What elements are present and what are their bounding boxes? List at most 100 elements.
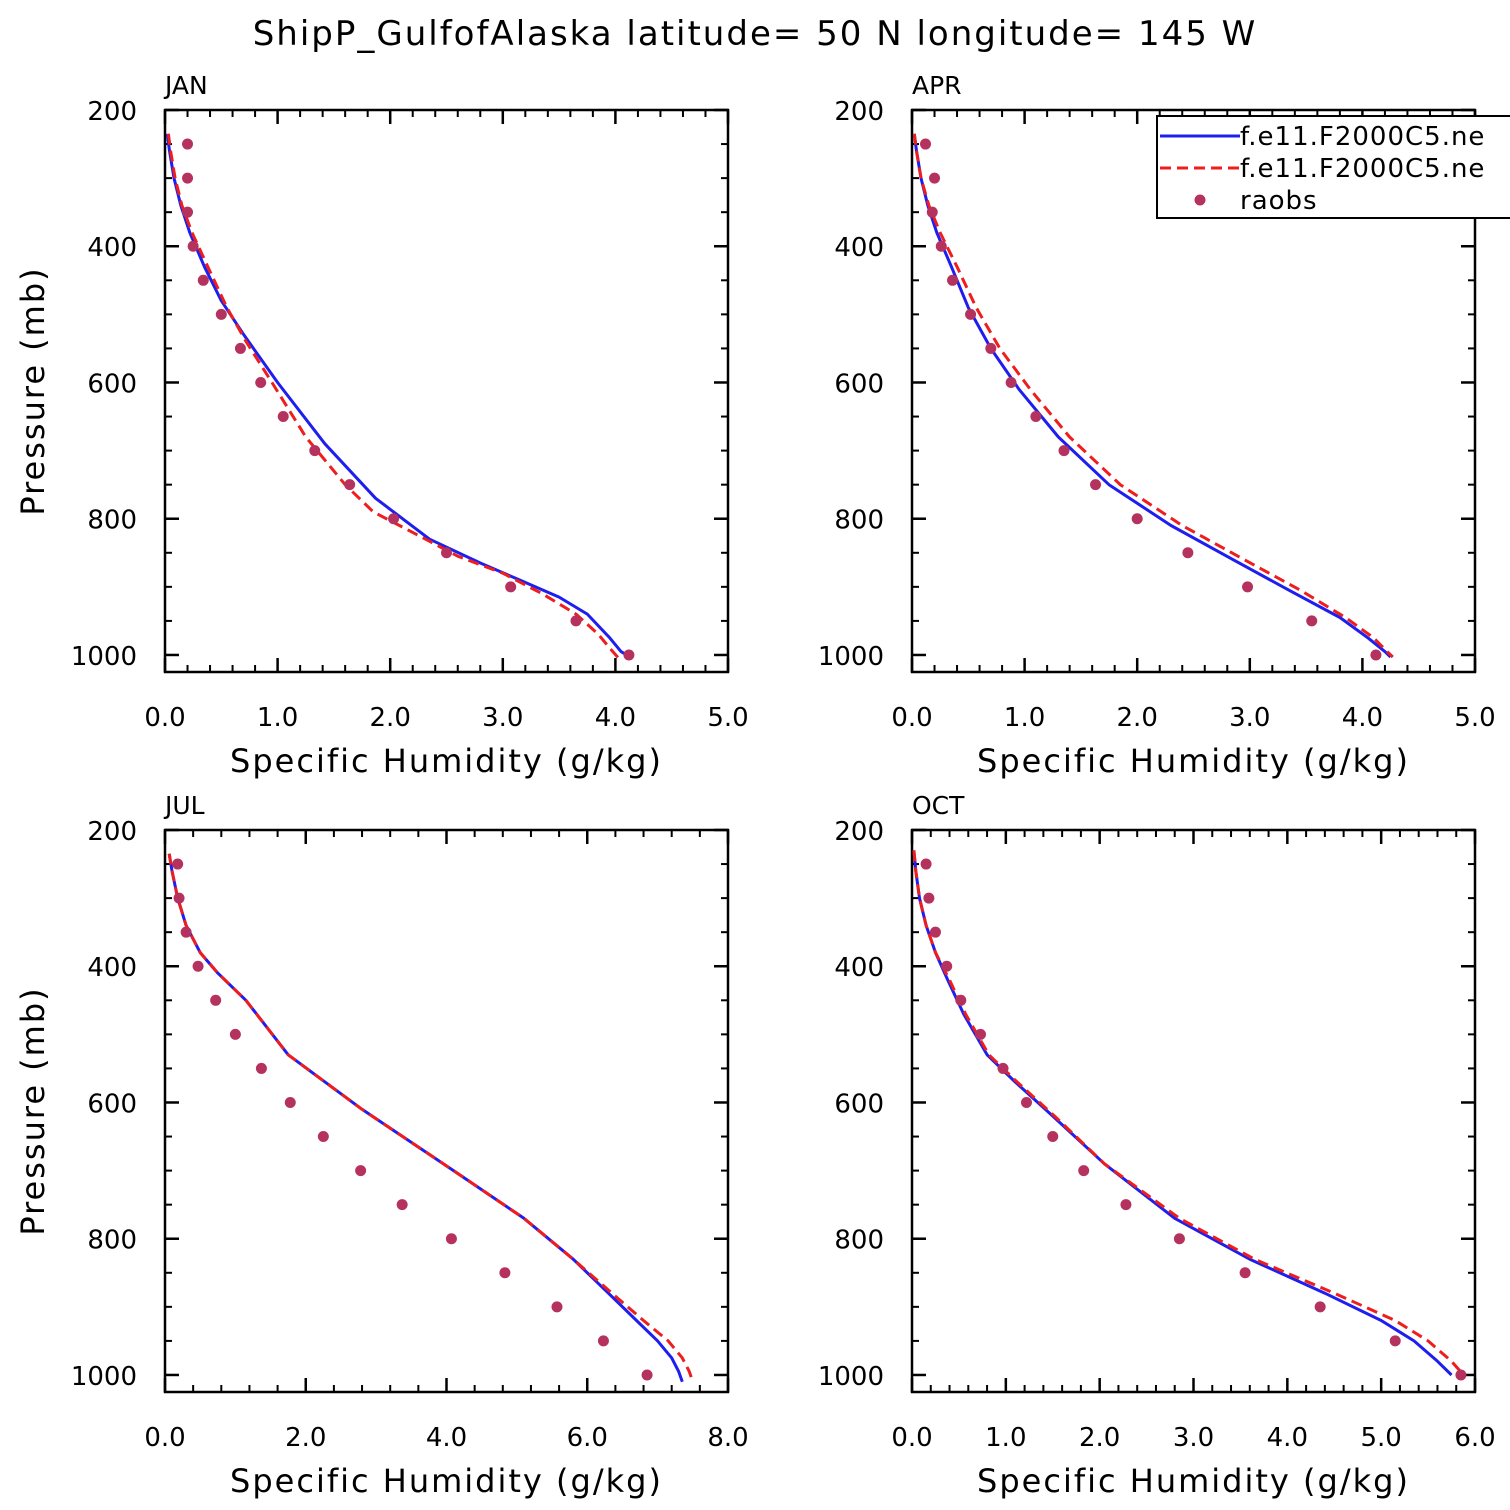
raobs-point — [1182, 547, 1194, 559]
x-axis-label: Specific Humidity (g/kg) — [977, 1462, 1410, 1500]
raobs-point — [182, 138, 194, 150]
raobs-point — [623, 649, 635, 661]
y-tick-label: 200 — [834, 97, 884, 127]
raobs-point — [935, 240, 947, 252]
raobs-point — [344, 479, 356, 491]
x-tick-label: 2.0 — [285, 1423, 326, 1453]
y-tick-label: 1000 — [71, 1362, 137, 1392]
raobs-point — [210, 994, 222, 1006]
y-tick-label: 400 — [834, 233, 884, 263]
panels: JAN 0.0 1.0 2.0 3.0 4.0 5.0 200 400 600 800 1000 Spe… — [14, 71, 1510, 1500]
raobs-point — [255, 1062, 267, 1074]
raobs-point — [1389, 1335, 1401, 1347]
raobs-point — [182, 206, 194, 218]
model-line-solid — [912, 850, 1453, 1377]
series-group — [165, 133, 635, 661]
model-line-dashed — [912, 133, 1394, 659]
raobs-point — [1120, 1199, 1132, 1211]
y-tick-label: 800 — [87, 506, 137, 536]
raobs-point — [551, 1301, 563, 1313]
raobs-point — [229, 1028, 241, 1040]
raobs-point — [309, 445, 321, 457]
raobs-point — [182, 172, 194, 184]
raobs-point — [570, 615, 582, 627]
raobs-point — [1020, 1096, 1032, 1108]
x-tick-label: 6.0 — [567, 1423, 608, 1453]
x-tick-label: 5.0 — [707, 703, 748, 733]
y-axis-label: Pressure (mb) — [14, 266, 52, 515]
raobs-point — [1314, 1301, 1326, 1313]
plot-frame — [163, 828, 730, 1394]
y-tick-label: 200 — [87, 97, 137, 127]
panel-apr: APR 0.0 1.0 2.0 3.0 4.0 5.0 200 400 600 800 1000 Spe… — [818, 71, 1496, 780]
y-tick-label: 600 — [834, 1089, 884, 1119]
raobs-point — [197, 274, 209, 286]
raobs-point — [920, 138, 932, 150]
raobs-point — [1078, 1165, 1090, 1177]
y-tick-label: 1000 — [71, 642, 137, 672]
y-tick-label: 400 — [87, 233, 137, 263]
x-tick-label: 1.0 — [257, 703, 298, 733]
raobs-point — [929, 172, 941, 184]
raobs-point — [1173, 1233, 1185, 1245]
raobs-point — [923, 892, 935, 904]
legend-marker-raobs — [1194, 194, 1206, 206]
y-tick-label: 600 — [87, 1089, 137, 1119]
panel-jul: JUL 0.0 2.0 4.0 6.0 8.0 200 400 600 800 1000 Specif… — [14, 791, 749, 1500]
x-tick-label: 3.0 — [1229, 703, 1270, 733]
x-tick-label: 6.0 — [1454, 1423, 1495, 1453]
model-line-solid — [165, 133, 628, 657]
y-tick-label: 800 — [834, 1226, 884, 1256]
raobs-point — [1030, 411, 1042, 423]
raobs-point — [965, 308, 977, 320]
raobs-point — [355, 1165, 367, 1177]
legend-label: f.e11.F2000C5.ne — [1240, 122, 1485, 152]
x-tick-label: 4.0 — [1267, 1423, 1308, 1453]
raobs-point — [255, 376, 267, 388]
panel-label: JAN — [163, 71, 208, 100]
raobs-point — [597, 1335, 609, 1347]
plot-frame — [163, 108, 730, 674]
raobs-point — [1005, 376, 1017, 388]
series-group — [912, 850, 1467, 1381]
x-tick-label: 0.0 — [891, 703, 932, 733]
x-tick-label: 3.0 — [482, 703, 523, 733]
raobs-point — [173, 892, 185, 904]
x-tick-label: 2.0 — [370, 703, 411, 733]
raobs-point — [317, 1131, 329, 1143]
y-tick-label: 600 — [834, 369, 884, 399]
raobs-point — [941, 960, 953, 972]
series-group — [912, 133, 1394, 661]
y-tick-label: 200 — [834, 817, 884, 847]
plot-frame — [910, 108, 1477, 674]
x-tick-label: 4.0 — [595, 703, 636, 733]
raobs-point — [396, 1199, 408, 1211]
raobs-point — [929, 926, 941, 938]
model-line-dashed — [912, 850, 1465, 1376]
raobs-point — [1131, 513, 1143, 525]
raobs-point — [277, 411, 289, 423]
plot-frame — [910, 828, 1477, 1394]
raobs-point — [234, 342, 246, 354]
x-tick-label: 1.0 — [1004, 703, 1045, 733]
x-tick-label: 0.0 — [144, 703, 185, 733]
raobs-point — [388, 513, 400, 525]
model-line-dashed — [166, 133, 620, 660]
panel-label: APR — [912, 71, 962, 100]
y-tick-label: 1000 — [818, 642, 884, 672]
x-axis-label: Specific Humidity (g/kg) — [977, 742, 1410, 780]
series-group — [167, 853, 695, 1383]
raobs-point — [505, 581, 517, 593]
y-tick-label: 800 — [834, 506, 884, 536]
legend-label: f.e11.F2000C5.ne — [1240, 154, 1485, 184]
raobs-point — [499, 1267, 511, 1279]
raobs-point — [215, 308, 227, 320]
raobs-point — [172, 858, 184, 870]
x-axis-label: Specific Humidity (g/kg) — [230, 742, 663, 780]
raobs-point — [180, 926, 192, 938]
raobs-point — [187, 240, 199, 252]
panel-label: JUL — [163, 791, 205, 820]
x-tick-label: 2.0 — [1117, 703, 1158, 733]
